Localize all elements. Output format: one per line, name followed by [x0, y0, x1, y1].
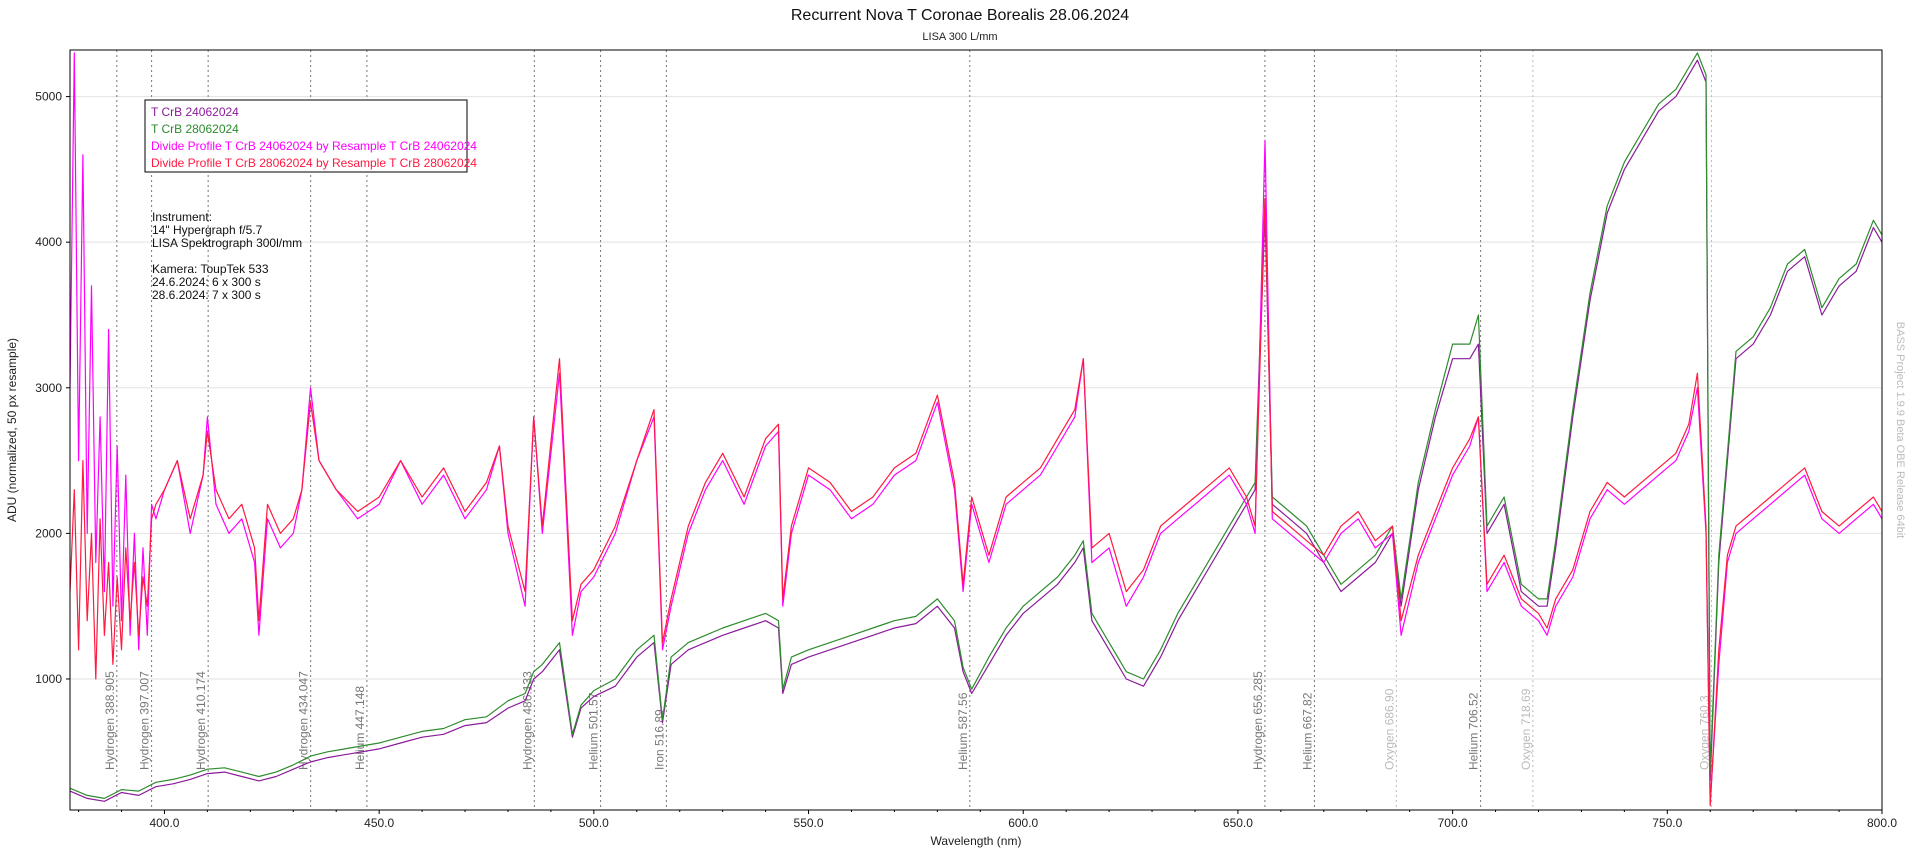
- software-watermark: BASS Project 1.9.9 Beta OBE Release 64bi…: [1894, 322, 1906, 538]
- series-layer: [70, 52, 1882, 807]
- chart-title: Recurrent Nova T Coronae Borealis 28.06.…: [791, 7, 1129, 24]
- legend-entry: T CrB 28062024: [151, 122, 239, 136]
- line-marker-label: Iron 516.89: [652, 709, 666, 770]
- line-marker-label: Hydrogen 656.285: [1251, 671, 1265, 770]
- grid-layer: [70, 96, 1882, 680]
- line-marker-label: Hydrogen 486.133: [520, 671, 534, 770]
- x-tick-label: 400.0: [149, 816, 179, 830]
- x-axis-title: Wavelength (nm): [931, 834, 1022, 848]
- note-line: 24.6.2024: 6 x 300 s: [152, 275, 261, 289]
- legend-entry: Divide Profile T CrB 28062024 by Resampl…: [151, 156, 477, 170]
- plot-frame: [69, 49, 1883, 811]
- legend: T CrB 24062024 T CrB 28062024 Divide Pro…: [144, 99, 477, 173]
- x-axis: 400.0 450.0 500.0 550.0 600.0 650.0 700.0 750.0…: [78, 810, 1897, 830]
- legend-entry: Divide Profile T CrB 24062024 by Resampl…: [151, 139, 477, 153]
- line-marker-label: Hydrogen 434.047: [297, 671, 311, 770]
- x-tick-label: 550.0: [794, 816, 824, 830]
- y-tick-label: 4000: [35, 235, 62, 249]
- line-marker-label: Oxygen 760.3: [1698, 695, 1712, 770]
- note-line: 28.6.2024: 7 x 300 s: [152, 288, 261, 302]
- y-tick-label: 2000: [35, 526, 62, 540]
- line-marker-label: Oxygen 718.69: [1519, 688, 1533, 770]
- line-marker-label: Helium 667.82: [1300, 692, 1314, 770]
- note-line: 14" Hypergraph f/5.7: [152, 223, 263, 237]
- x-tick-label: 800.0: [1867, 816, 1897, 830]
- series-line: [70, 59, 1882, 802]
- line-marker-label: Hydrogen 388.905: [103, 671, 117, 770]
- y-tick-label: 1000: [35, 672, 62, 686]
- legend-entry: T CrB 24062024: [151, 105, 239, 119]
- line-marker-label: Helium 447.148: [353, 686, 367, 770]
- series-line: [70, 197, 1882, 807]
- note-line: LISA Spektrograph 300l/mm: [152, 236, 302, 250]
- x-tick-label: 600.0: [1008, 816, 1038, 830]
- chart-subtitle: LISA 300 L/mm: [922, 31, 997, 43]
- line-marker-label: Hydrogen 397.007: [138, 671, 152, 770]
- note-line: Instrument:: [152, 210, 212, 224]
- y-axis: 1000 2000 3000 4000 5000: [35, 90, 70, 686]
- line-marker-label: Helium 706.52: [1467, 692, 1481, 770]
- note-line: Kamera: ToupTek 533: [152, 262, 269, 276]
- line-marker-label: Oxygen 686.90: [1382, 688, 1396, 770]
- x-tick-label: 500.0: [579, 816, 609, 830]
- legend-box: [144, 99, 468, 173]
- x-tick-label: 750.0: [1652, 816, 1682, 830]
- x-tick-label: 450.0: [364, 816, 394, 830]
- y-axis-title: ADU (normalized, 50 px resample): [5, 338, 19, 522]
- line-marker-label: Hydrogen 410.174: [194, 671, 208, 770]
- instrument-notes: Instrument: 14" Hypergraph f/5.7 LISA Sp…: [152, 210, 302, 302]
- line-marker-layer: Hydrogen 388.905 Hydrogen 397.007 Hydrogen…: [103, 50, 1713, 810]
- series-line: [70, 52, 1882, 799]
- x-tick-label: 700.0: [1438, 816, 1468, 830]
- line-marker-label: Helium 501.57: [587, 692, 601, 770]
- line-marker-label: Helium 587.56: [956, 692, 970, 770]
- y-tick-label: 3000: [35, 381, 62, 395]
- y-tick-label: 5000: [35, 90, 62, 104]
- x-tick-label: 650.0: [1223, 816, 1253, 830]
- series-line: [70, 52, 1882, 804]
